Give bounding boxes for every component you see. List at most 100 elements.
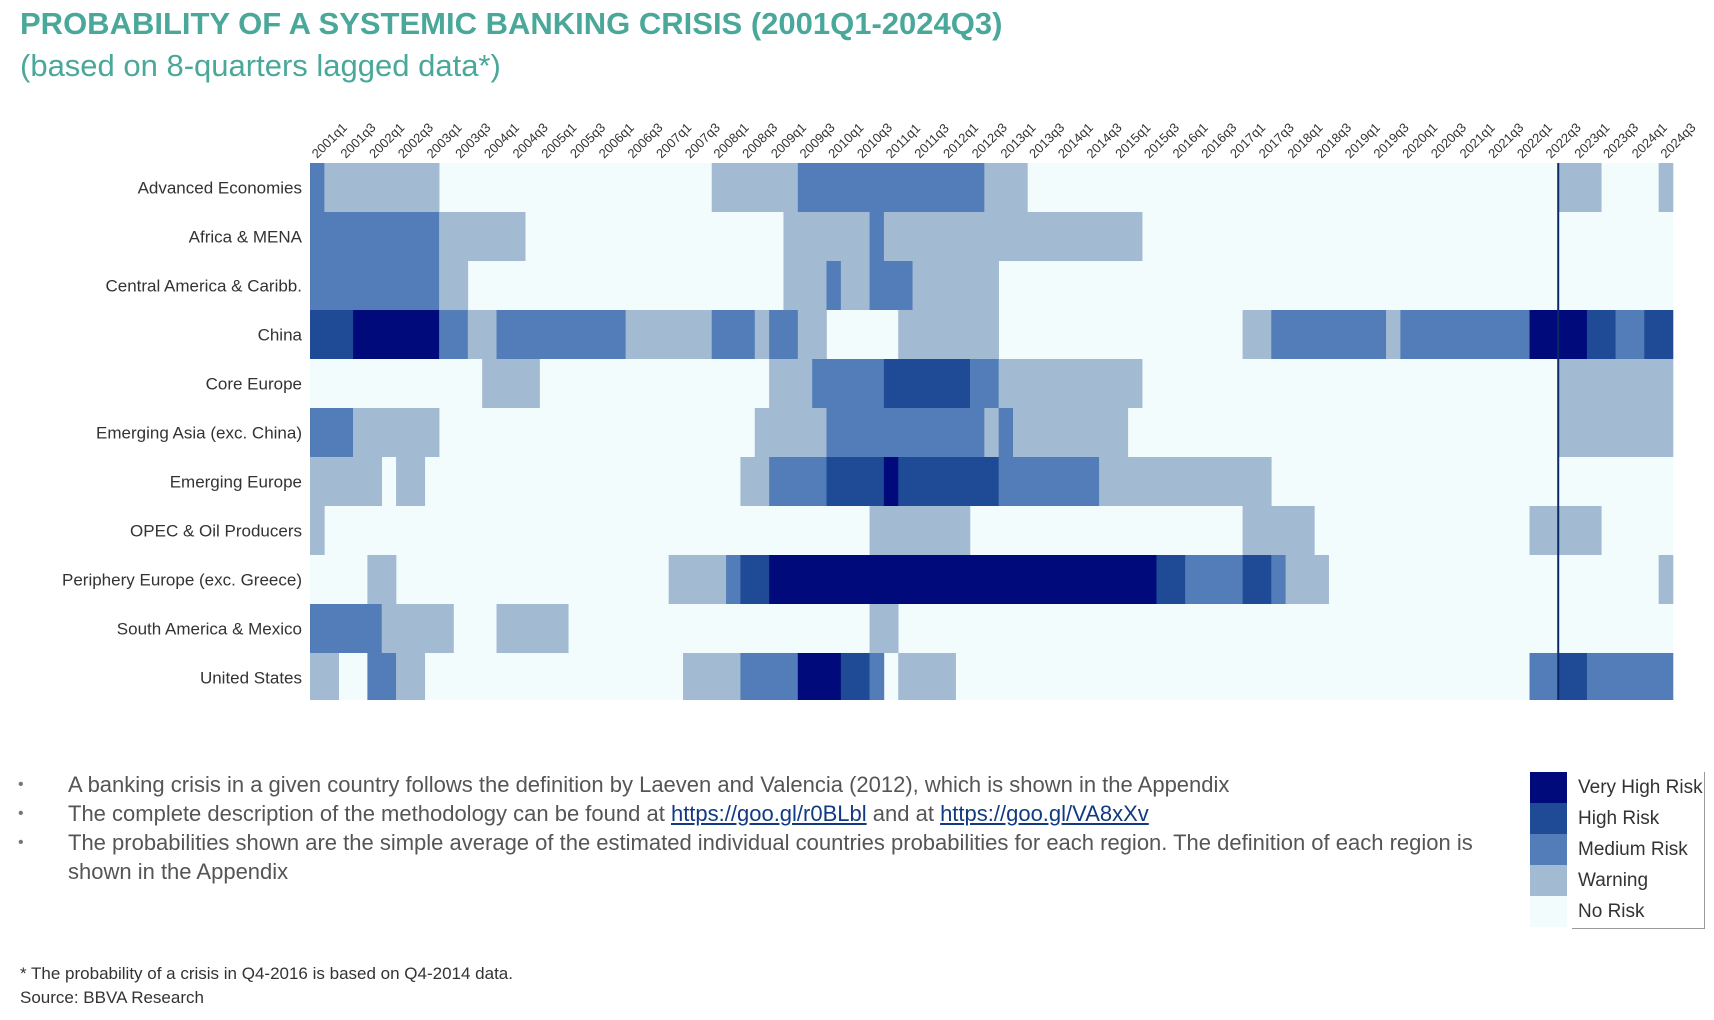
heatmap-cell [1099, 457, 1272, 506]
heatmap-cell [1185, 555, 1243, 604]
heatmap-cell [1658, 555, 1674, 604]
region-label: Africa & MENA [189, 228, 303, 247]
bullet-icon: • [18, 805, 24, 822]
heatmap-cell [1400, 310, 1530, 359]
heatmap-cell [883, 359, 971, 408]
footnote: * The probability of a crisis in Q4-2016… [20, 964, 513, 983]
heatmap-cell [783, 261, 827, 310]
legend-label: Medium Risk [1578, 839, 1688, 860]
heatmap-cell [998, 359, 1143, 408]
bullet-icon: • [18, 776, 24, 793]
region-label: OPEC & Oil Producers [130, 522, 302, 541]
heatmap-cell [826, 408, 985, 457]
legend-swatch [1530, 865, 1567, 896]
heatmap-cell [467, 310, 497, 359]
heatmap-cell [984, 408, 999, 457]
heatmap-cell [969, 359, 999, 408]
legend-label: Very High Risk [1578, 777, 1703, 798]
region-label: Central America & Caribb. [105, 277, 302, 296]
heatmap-cell [869, 653, 885, 700]
note-text: and at [872, 801, 934, 826]
heatmap-cell [310, 163, 325, 212]
page-title: PROBABILITY OF A SYSTEMIC BANKING CRISIS… [20, 6, 1003, 41]
legend-item: Warning [1530, 865, 1710, 896]
heatmap-cell [869, 212, 885, 261]
legend-swatch [1530, 772, 1567, 803]
heatmap-cell [826, 261, 842, 310]
heatmap-cell [1242, 555, 1272, 604]
heatmap-cell [883, 457, 899, 506]
legend-label: No Risk [1578, 901, 1645, 922]
note-item: • The probabilities shown are the simple… [18, 828, 1488, 886]
heatmap-cell [1242, 506, 1315, 555]
heatmap-cell [1271, 310, 1387, 359]
page-subtitle: (based on 8-quarters lagged data*) [20, 48, 501, 83]
heatmap-cell [668, 555, 727, 604]
note-item: • A banking crisis in a given country fo… [18, 770, 1488, 799]
heatmap-cell [353, 408, 440, 457]
heatmap-cell [324, 163, 440, 212]
heatmap-cell [1558, 163, 1602, 212]
heatmap-cell [869, 261, 913, 310]
heatmap-cell [1386, 310, 1401, 359]
heatmap-cell [869, 604, 899, 653]
heatmap-cell [740, 457, 770, 506]
heatmap-cell [1644, 310, 1674, 359]
region-label: Emerging Europe [170, 473, 302, 492]
heatmap-cell [310, 506, 325, 555]
heatmap-cell [1586, 310, 1616, 359]
heatmap-cell [396, 457, 426, 506]
heatmap-cell [1529, 653, 1559, 700]
heatmap-cell [754, 310, 770, 359]
footnote-block: * The probability of a crisis in Q4-2016… [20, 962, 513, 1010]
heatmap-cell [840, 261, 870, 310]
methodology-link-1[interactable]: https://goo.gl/r0BLbl [670, 801, 867, 826]
heatmap-cell [496, 604, 569, 653]
heatmap-cell [310, 457, 383, 506]
region-label: South America & Mexico [117, 620, 302, 639]
heatmap-cell [1156, 555, 1186, 604]
heatmap-cell [310, 261, 440, 310]
heatmap-cell [726, 555, 741, 604]
note-text: The probabilities shown are the simple a… [68, 830, 1473, 884]
legend-item: Very High Risk [1530, 772, 1710, 803]
notes-list: • A banking crisis in a given country fo… [18, 770, 1488, 886]
bullet-icon: • [18, 834, 24, 851]
heatmap-cell [1615, 310, 1645, 359]
heatmap-cell [898, 457, 999, 506]
heatmap-cell [310, 408, 354, 457]
heatmap-cell [625, 310, 713, 359]
heatmap-cell [998, 408, 1014, 457]
heatmap-cell [439, 212, 526, 261]
legend-frame [1572, 772, 1705, 929]
heatmap-cell [310, 310, 354, 359]
risk-heatmap: Advanced Economies Africa & MENA Central A… [62, 120, 1699, 700]
heatmap-cell [381, 604, 454, 653]
heatmap-cell [769, 457, 827, 506]
heatmap-cell [439, 310, 469, 359]
legend-swatch [1530, 896, 1567, 927]
heatmap-cell [797, 310, 827, 359]
legend-swatch [1530, 803, 1567, 834]
note-text: A banking crisis in a given country foll… [68, 772, 1230, 797]
note-text: The complete description of the methodol… [68, 801, 665, 826]
note-item: • The complete description of the method… [18, 799, 1488, 828]
heatmap-cell [898, 310, 999, 359]
heatmap-cell [310, 604, 383, 653]
heatmap-cell [367, 653, 397, 700]
heatmap-cell [711, 163, 799, 212]
heatmap-cell [797, 653, 842, 700]
heatmap-cell [912, 261, 999, 310]
methodology-link-2[interactable]: https://goo.gl/VA8xXv [940, 801, 1149, 826]
heatmap-cell [310, 653, 339, 700]
heatmap-cell [769, 555, 1157, 604]
source-note: Source: BBVA Research [20, 988, 204, 1007]
legend: Very High Risk High Risk Medium Risk War… [1530, 772, 1710, 929]
heatmap-cell [1658, 163, 1674, 212]
heatmap-cell [769, 310, 799, 359]
heatmap-cell [310, 212, 440, 261]
legend-item: No Risk [1530, 896, 1710, 927]
heatmap-cell [496, 310, 626, 359]
heatmap-cell [754, 408, 827, 457]
region-label: United States [200, 669, 302, 688]
